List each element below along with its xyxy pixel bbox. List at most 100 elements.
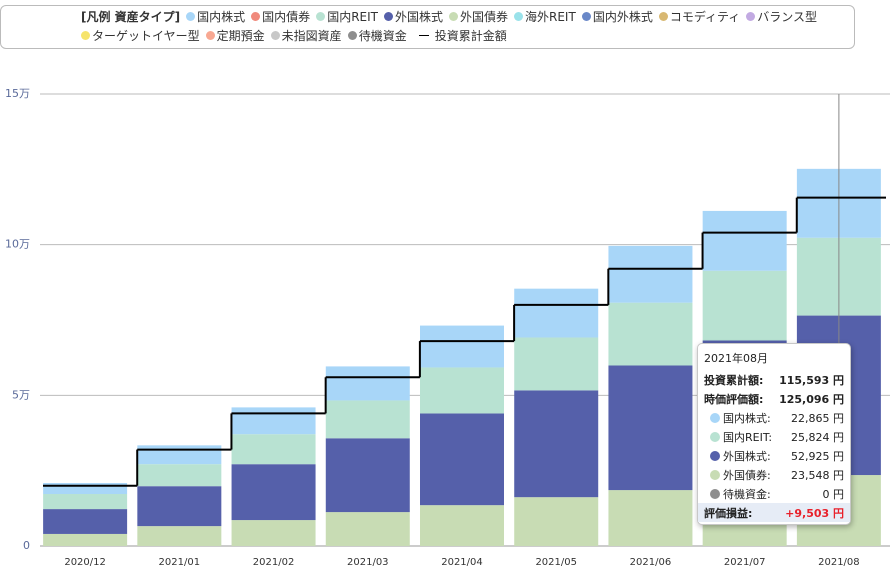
legend-swatch [658, 12, 668, 21]
legend-swatch [514, 12, 524, 21]
legend-label: 海外REIT [525, 10, 576, 24]
x-tick-label: 2021/01 [159, 557, 201, 568]
tooltip-label-wrap: 待機資金: [704, 486, 771, 502]
bar-segment [514, 390, 599, 498]
tooltip-row: 国内REIT: 25,824 円 [698, 427, 850, 446]
tooltip-label-wrap: 時価評価額: [704, 391, 763, 407]
x-tick-label: 2021/06 [630, 557, 672, 568]
tooltip-row: 投資累計額: 115,593 円 [698, 370, 850, 389]
x-tick-label: 2021/04 [441, 557, 483, 568]
tooltip-value: 125,096 円 [779, 392, 844, 406]
bar-segment [608, 365, 693, 491]
tooltip-row: 国内株式: 22,865 円 [698, 408, 850, 427]
tooltip-label: 時価評価額: [704, 392, 764, 406]
tooltip-label-wrap: 国内株式: [704, 410, 771, 426]
legend-swatch [316, 12, 326, 21]
legend-item: 国内REIT [316, 8, 378, 25]
legend-label: バランス型 [757, 10, 818, 24]
legend-swatch [81, 31, 90, 40]
legend-label: 定期預金 [216, 29, 265, 43]
tooltip-label-wrap: 国内REIT: [704, 429, 772, 445]
tooltip-marker [710, 450, 720, 461]
legend-item: 定期預金 [205, 27, 265, 44]
bar-segment [231, 464, 316, 521]
bar-segment [43, 494, 128, 510]
bar-segment [420, 413, 504, 506]
tooltip-label: 国内株式: [723, 411, 771, 425]
tooltip-title: 2021年08月 [704, 352, 768, 365]
legend-item: 外国債券 [449, 8, 508, 25]
legend-item: 国内外株式 [581, 8, 653, 25]
legend-label: 国内外株式 [592, 10, 653, 24]
tooltip-row: 外国株式: 52,925 円 [698, 446, 850, 465]
bar-segment [43, 509, 128, 534]
tooltip-marker [710, 469, 720, 480]
tooltip-label: 外国債券: [723, 468, 771, 482]
bar-segment [137, 445, 222, 465]
bar-segment [137, 526, 222, 546]
legend-label: 投資累計金額 [434, 29, 507, 43]
tooltip-marker [710, 412, 720, 423]
bar-segment [231, 407, 316, 435]
legend-swatch [270, 31, 280, 40]
legend-label: 国内REIT [327, 10, 378, 24]
legend-label: コモディティ [669, 10, 741, 24]
legend-swatch [251, 12, 261, 21]
bar-segment [137, 464, 222, 487]
bar-segment [514, 497, 599, 546]
bar-segment [231, 434, 316, 465]
tooltip-row: 待機資金: 0 円 [698, 484, 850, 503]
bar-segment [514, 288, 599, 338]
legend-swatch [581, 12, 591, 21]
bar-segment [231, 520, 316, 546]
bar-segment [608, 490, 693, 546]
tooltip-row: 評価損益: +9,503 円 [698, 503, 850, 522]
legend-label: 国内債券 [262, 10, 311, 24]
legend-label: ターゲットイヤー型 [92, 29, 200, 43]
legend-swatch [746, 12, 756, 21]
bar-segment [43, 533, 128, 546]
tooltip-value: 25,824 円 [791, 430, 844, 444]
legend-item: 外国株式 [383, 8, 443, 25]
bar-segment [43, 483, 128, 495]
tooltip-label-wrap: 投資累計額: [704, 372, 763, 388]
tooltip-label: 評価損益: [704, 506, 753, 520]
legend-swatch [383, 12, 393, 21]
legend-item: 海外REIT [514, 8, 576, 25]
legend-swatch [449, 12, 458, 21]
tooltip-label-wrap: 評価損益: [704, 505, 752, 521]
tooltip-label: 待機資金: [723, 487, 771, 501]
x-tick-label: 2021/08 [818, 557, 860, 568]
legend-title: [凡例 資産タイプ] [81, 10, 181, 24]
bar-segment [325, 438, 410, 513]
legend: [凡例 資産タイプ] 国内株式 国内債券 国内REIT 外国株式 外国債券 海外REIT 国… [0, 5, 855, 49]
tooltip: 2021年08月 投資累計額: 115,593 円時価評価額: 125,096 円国… [697, 343, 851, 525]
tooltip-row: 外国債券: 23,548 円 [698, 465, 850, 484]
bar-segment [514, 337, 599, 391]
bar-segment [137, 486, 222, 527]
tooltip-value: +9,503 円 [785, 506, 844, 520]
bar-segment [325, 400, 410, 439]
tooltip-label-wrap: 外国株式: [704, 448, 771, 464]
y-tick-label: 5万 [12, 388, 30, 401]
legend-swatch [347, 31, 357, 40]
legend-item: コモディティ [658, 8, 741, 25]
y-tick-label: 10万 [5, 238, 30, 251]
legend-swatch [418, 34, 429, 37]
tooltip-value: 115,593 円 [779, 373, 844, 387]
legend-label: 未指図資産 [281, 29, 342, 43]
legend-item: 待機資金 [347, 27, 407, 44]
bar-segment [420, 505, 504, 546]
tooltip-row: 時価評価額: 125,096 円 [698, 389, 850, 408]
bar-segment [608, 245, 693, 303]
tooltip-label: 外国株式: [723, 449, 771, 463]
legend-label: 外国株式 [394, 10, 443, 24]
y-tick-label: 0 [23, 539, 30, 552]
legend-item: 投資累計金額 [413, 27, 507, 44]
x-tick-label: 2021/05 [535, 557, 577, 568]
legend-label: 外国債券 [460, 10, 509, 24]
bar-segment [420, 367, 504, 414]
bar-segment [420, 325, 504, 368]
tooltip-value: 0 円 [822, 487, 845, 501]
